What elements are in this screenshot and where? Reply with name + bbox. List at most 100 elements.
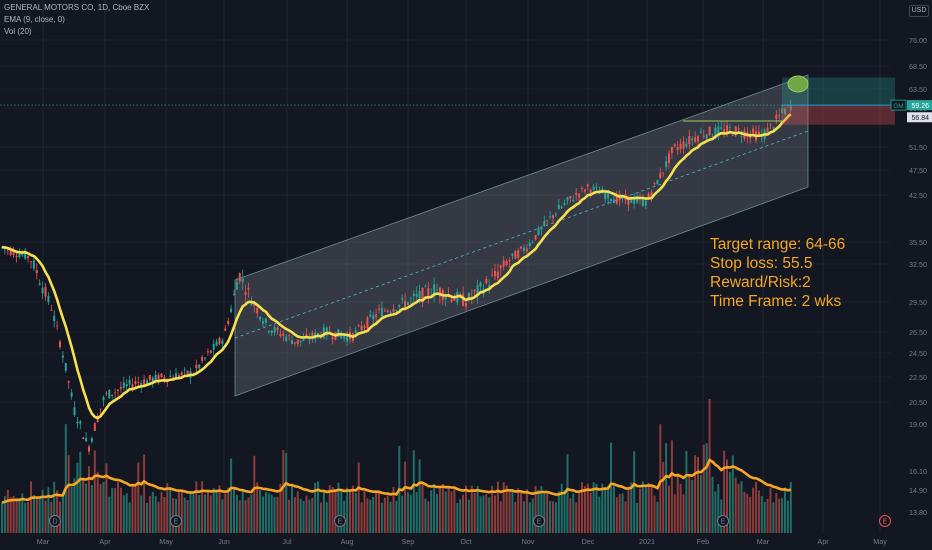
- volume-bar: [615, 497, 618, 533]
- time-axis[interactable]: Mar Apr May Jun Jul Aug Sep Oct Nov Dec 2021 Feb Mar…: [37, 537, 887, 546]
- volume-bar: [380, 502, 383, 533]
- volume-bar: [595, 483, 598, 533]
- event-marker-icon[interactable]: [334, 515, 346, 527]
- candle-body: [668, 153, 670, 163]
- candle-body: [633, 197, 636, 204]
- price-tick-label: 63.50: [909, 85, 927, 94]
- volume-bar: [728, 471, 731, 533]
- event-marker-icon[interactable]: [879, 515, 891, 527]
- volume-bar: [256, 482, 259, 533]
- long-position-tool[interactable]: [683, 75, 895, 125]
- volume-bar: [630, 482, 633, 533]
- volume-bar: [676, 472, 679, 533]
- candle-body: [18, 254, 21, 258]
- volume-bar: [346, 487, 349, 533]
- event-marker-icon[interactable]: [533, 515, 545, 527]
- volume-bar: [673, 494, 676, 533]
- candle-body: [291, 340, 293, 345]
- candle-body: [673, 144, 676, 146]
- vol-legend: Vol (20): [4, 27, 32, 36]
- time-tick-label: Jul: [282, 537, 292, 546]
- volume-bar: [601, 483, 604, 533]
- event-marker-icon[interactable]: [170, 515, 182, 527]
- candle-body: [644, 200, 647, 206]
- volume-bar: [125, 493, 128, 533]
- volume-bar: [30, 481, 32, 533]
- candle-body: [59, 341, 61, 348]
- volume-bar: [146, 502, 148, 533]
- candle-body: [409, 298, 412, 300]
- volume-bar: [212, 488, 215, 533]
- volume-bar: [1, 502, 3, 533]
- candle-body: [122, 382, 125, 388]
- candle-body: [485, 278, 488, 284]
- candle-body: [270, 330, 273, 334]
- volume-bar: [186, 500, 189, 533]
- currency-button[interactable]: USD: [909, 5, 929, 17]
- candle-body: [525, 248, 528, 252]
- price-tick-label: 51.50: [909, 143, 927, 152]
- candle-body: [50, 309, 53, 311]
- candle-body: [383, 310, 386, 312]
- candle-body: [720, 127, 723, 129]
- volume-bar: [314, 482, 317, 533]
- candle-body: [392, 308, 395, 312]
- volume-bar: [79, 451, 82, 533]
- volume-bar: [653, 495, 656, 533]
- volume-bar: [99, 484, 102, 533]
- volume-bar: [38, 496, 41, 533]
- volume-bar: [198, 494, 201, 533]
- time-tick-label: May: [159, 537, 173, 546]
- volume-bar: [534, 485, 537, 533]
- candle-body: [766, 127, 769, 135]
- candle-body: [264, 318, 267, 324]
- candle-body: [438, 287, 441, 297]
- volume-bar: [195, 481, 198, 533]
- candle-body: [508, 260, 511, 261]
- volume-bar: [662, 462, 665, 533]
- candle-body: [117, 389, 119, 391]
- candle-body: [102, 397, 105, 401]
- volume-bar: [647, 482, 650, 533]
- time-tick-label: May: [873, 537, 887, 546]
- volume-bar: [363, 491, 366, 533]
- volume-bar: [592, 482, 595, 533]
- volume-bar: [273, 497, 276, 533]
- volume-bar: [781, 498, 784, 533]
- volume-bar: [111, 487, 114, 533]
- candle-body: [259, 316, 262, 320]
- volume-bar: [612, 485, 615, 533]
- volume-bar: [67, 455, 70, 533]
- volume-bar: [546, 492, 549, 533]
- volume-bar: [682, 494, 685, 533]
- volume-bar: [763, 501, 766, 533]
- candle-body: [27, 255, 30, 259]
- volume-bar: [378, 492, 380, 533]
- candle-body: [64, 363, 67, 371]
- candle-body: [450, 299, 453, 302]
- event-marker-icon[interactable]: [49, 515, 61, 527]
- volume-bar: [241, 491, 244, 533]
- volume-bar: [85, 483, 88, 533]
- stop-zone: [782, 105, 895, 125]
- candle-body: [215, 341, 218, 346]
- volume-bar: [59, 501, 61, 533]
- volume-bar: [444, 491, 447, 533]
- candle-body: [340, 334, 343, 339]
- candle-body: [183, 369, 186, 371]
- event-marker-icon[interactable]: [717, 515, 729, 527]
- symbol-title: GENERAL MOTORS CO, 1D, Cboe BZX: [4, 3, 150, 12]
- volume-bar: [47, 487, 50, 533]
- level-price-tag: 56.84: [907, 112, 932, 123]
- candle-body: [784, 108, 786, 115]
- candle-body: [151, 377, 154, 384]
- volume-bar: [148, 496, 151, 533]
- volume-bar: [157, 501, 160, 533]
- volume-bar: [224, 493, 227, 533]
- price-axis[interactable]: 76.0068.5063.5058.5051.5047.5042.5035.50…: [890, 36, 932, 517]
- candle-body: [578, 193, 581, 198]
- volume-bar: [694, 455, 697, 533]
- volume-bar: [386, 495, 389, 533]
- candle-body: [496, 271, 499, 278]
